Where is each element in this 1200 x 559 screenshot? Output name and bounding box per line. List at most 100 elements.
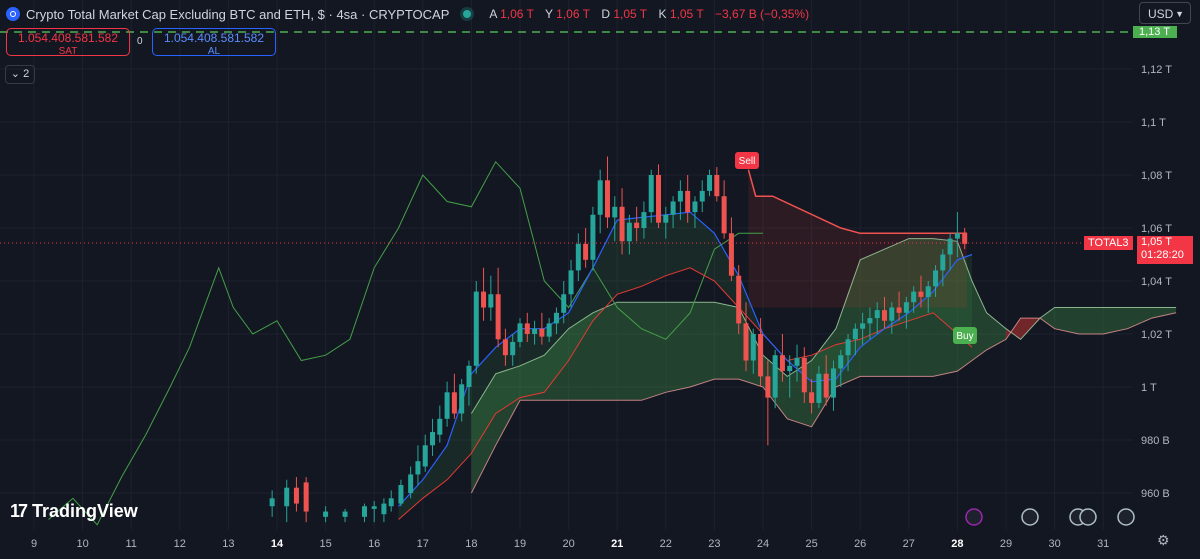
ohlc-low-key: D — [601, 7, 610, 21]
candle-body — [517, 323, 523, 342]
x-tick-label: 13 — [222, 538, 234, 550]
ichimoku-cloud-segment — [592, 302, 618, 401]
tradingview-wordmark: TradingView — [32, 501, 138, 521]
candle-body — [874, 310, 880, 319]
ichimoku-cloud-segment — [714, 302, 739, 380]
buy-signal-label: Buy — [956, 331, 973, 342]
buy-signal: Buy — [953, 327, 977, 344]
buy-price: 1.054.408.581.582 — [163, 31, 265, 45]
us-flag-event-icon — [1079, 508, 1097, 526]
candle-body — [779, 355, 785, 372]
ichimoku-cloud-segment — [986, 312, 1006, 350]
sell-signal-box — [735, 152, 759, 169]
ichimoku-cloud-segment — [544, 328, 569, 401]
ichimoku-cloud-segment — [860, 249, 885, 377]
candle-body — [882, 310, 887, 321]
x-tick-label: 19 — [514, 538, 526, 550]
candle-body — [830, 368, 836, 398]
candle-body — [546, 323, 552, 337]
ichimoku-cloud-segment — [690, 302, 715, 387]
candle-body — [670, 201, 676, 215]
lagging-span-line — [48, 160, 763, 526]
y-tick-label: 960 B — [1141, 488, 1170, 500]
x-tick-label: 30 — [1048, 538, 1060, 550]
buy-label: AL — [207, 46, 221, 57]
candle-body — [940, 254, 946, 271]
candle-body — [918, 291, 924, 297]
y-tick-label: 1,04 T — [1141, 276, 1172, 288]
candle-body — [284, 487, 290, 507]
chevron-down-icon: ▼ — [1175, 9, 1184, 19]
candle-body — [758, 334, 764, 377]
x-tick-label: 22 — [660, 538, 672, 550]
currency-select[interactable]: USD ▼ — [1139, 2, 1191, 24]
ichimoku-cloud-segment — [1020, 318, 1041, 340]
candle-body — [677, 190, 683, 202]
candle-body — [473, 291, 479, 366]
candle-body — [408, 474, 414, 493]
senkou-span-b-line — [470, 312, 1177, 494]
chevron-down-icon: ⌄ — [10, 68, 21, 80]
x-tick-label: 25 — [805, 538, 817, 550]
ichimoku-cloud-segment — [520, 355, 545, 401]
candle-body — [451, 392, 457, 414]
candle-body — [728, 233, 734, 276]
y-tick-label: 1,12 T — [1141, 64, 1172, 76]
stop-zone — [748, 169, 968, 308]
candle-body — [553, 312, 559, 324]
sell-button[interactable]: 1.054.408.581.582 SAT — [6, 28, 130, 57]
candle-body — [459, 384, 465, 414]
candle-body — [568, 270, 574, 295]
settings-gear-icon[interactable]: ⚙ — [1157, 532, 1170, 548]
last-price-tag: 1,05 T 01:28:20 — [1137, 236, 1193, 264]
candle-body — [604, 180, 610, 218]
candle-body — [293, 487, 299, 504]
candle-body — [823, 373, 829, 398]
x-tick-label: 11 — [125, 538, 136, 550]
candle-body — [736, 275, 742, 324]
candle-body — [361, 506, 367, 517]
indicators-toggle-button[interactable]: ⌄ 2 — [5, 65, 35, 84]
buy-signal-box — [953, 327, 977, 344]
candle-body — [852, 328, 858, 340]
candle-body — [787, 365, 793, 372]
symbol-title[interactable]: Crypto Total Market Cap Excluding BTC an… — [26, 6, 450, 22]
cryptocap-logo-icon — [6, 7, 20, 21]
y-tick-label: 1,1 T — [1141, 117, 1166, 129]
y-tick-label: 1,08 T — [1141, 170, 1172, 182]
candle-body — [656, 175, 662, 223]
candle-body — [381, 503, 387, 515]
us-flag-event-icon — [1021, 508, 1039, 526]
buy-button[interactable]: 1.054.408.581.582 AL — [152, 28, 276, 57]
tradingview-logo[interactable]: 17 TradingView — [10, 501, 138, 522]
ohlc-open-key: A — [489, 7, 497, 21]
tradingview-logo-icon: 17 — [10, 501, 28, 521]
candle-body — [502, 339, 508, 356]
ichimoku-cloud-segment — [1127, 307, 1152, 329]
ichimoku-cloud-segment — [641, 302, 666, 401]
last-price: 1,05 T — [1141, 236, 1172, 248]
candle-body — [794, 357, 800, 366]
candle-body — [269, 498, 275, 507]
alert-line-price-tag: 1,13 T — [1133, 26, 1177, 38]
ohlc-close-value: 1,05 T — [669, 7, 704, 21]
candle-body — [721, 196, 727, 234]
market-status-icon — [463, 10, 472, 18]
candle-body — [867, 318, 873, 324]
candle-body — [962, 233, 968, 244]
candle-body — [947, 238, 953, 255]
candle-body — [845, 339, 851, 356]
candle-body — [444, 392, 450, 419]
chart-header: Crypto Total Market Cap Excluding BTC an… — [6, 3, 817, 25]
ohlc-open-value: 1,06 T — [500, 7, 534, 21]
candle-body — [422, 445, 428, 467]
x-tick-label: 9 — [31, 538, 37, 550]
candle-body — [772, 355, 778, 398]
candle-body — [303, 482, 309, 512]
currency-value: USD — [1148, 7, 1174, 21]
ohlc-high-key: Y — [545, 7, 553, 21]
ohlc-change: −3,67 B (−0,35%) — [715, 7, 810, 21]
flash-event-icon — [965, 508, 983, 526]
